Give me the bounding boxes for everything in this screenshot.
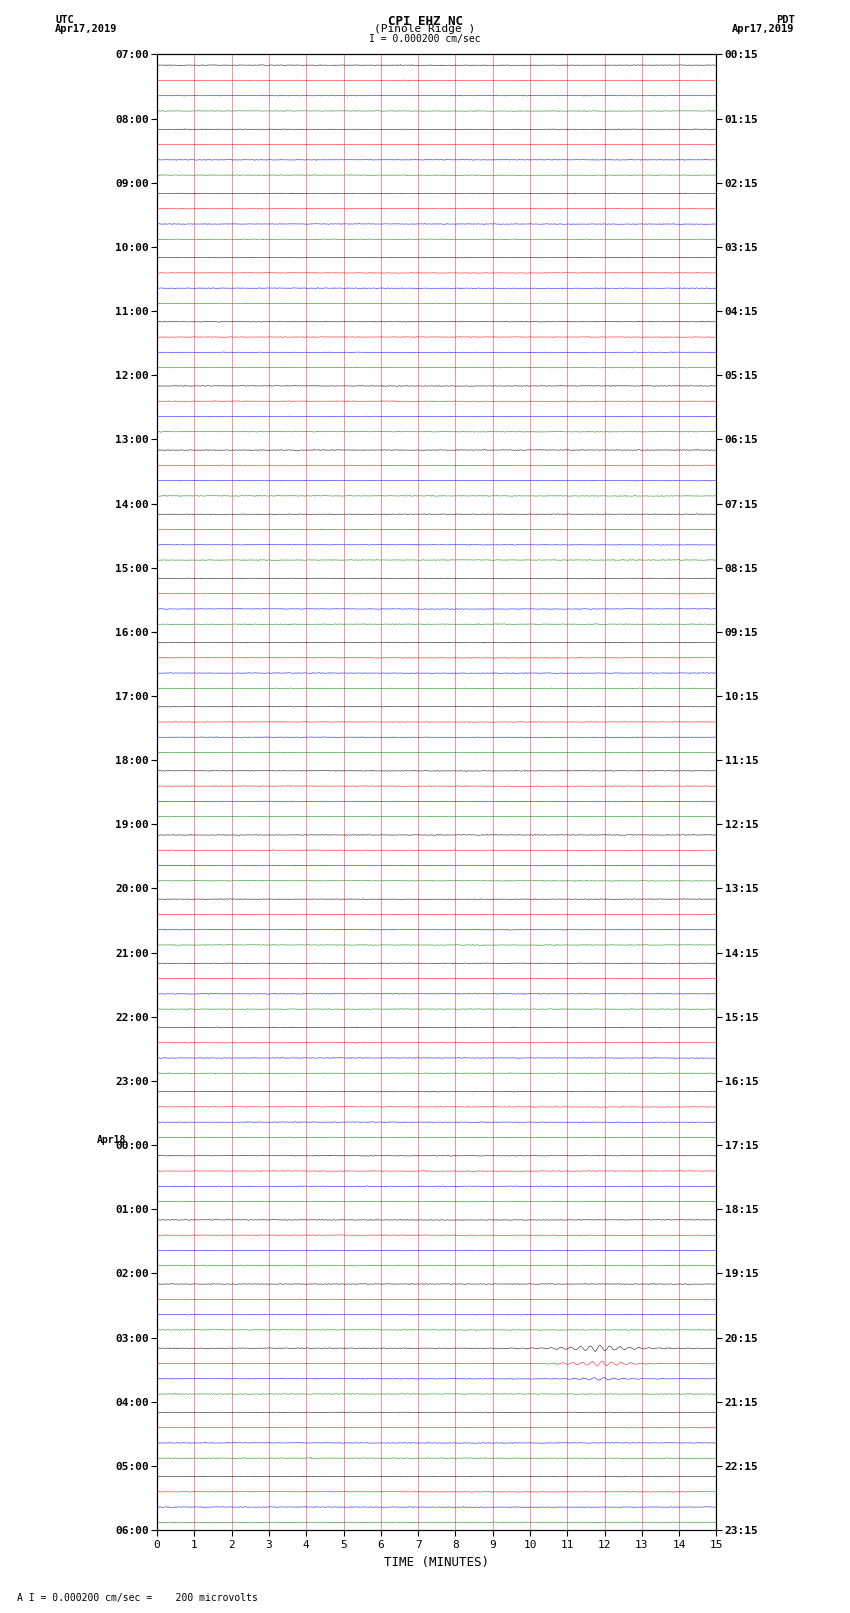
Text: Apr17,2019: Apr17,2019 bbox=[55, 24, 118, 34]
Text: I = 0.000200 cm/sec: I = 0.000200 cm/sec bbox=[369, 34, 481, 44]
Text: CPI EHZ NC: CPI EHZ NC bbox=[388, 15, 462, 27]
Text: (Pinole Ridge ): (Pinole Ridge ) bbox=[374, 24, 476, 34]
Text: Apr18: Apr18 bbox=[97, 1136, 127, 1145]
X-axis label: TIME (MINUTES): TIME (MINUTES) bbox=[384, 1557, 490, 1569]
Text: A I = 0.000200 cm/sec =    200 microvolts: A I = 0.000200 cm/sec = 200 microvolts bbox=[17, 1594, 258, 1603]
Text: UTC: UTC bbox=[55, 15, 74, 24]
Text: Apr17,2019: Apr17,2019 bbox=[732, 24, 795, 34]
Text: PDT: PDT bbox=[776, 15, 795, 24]
